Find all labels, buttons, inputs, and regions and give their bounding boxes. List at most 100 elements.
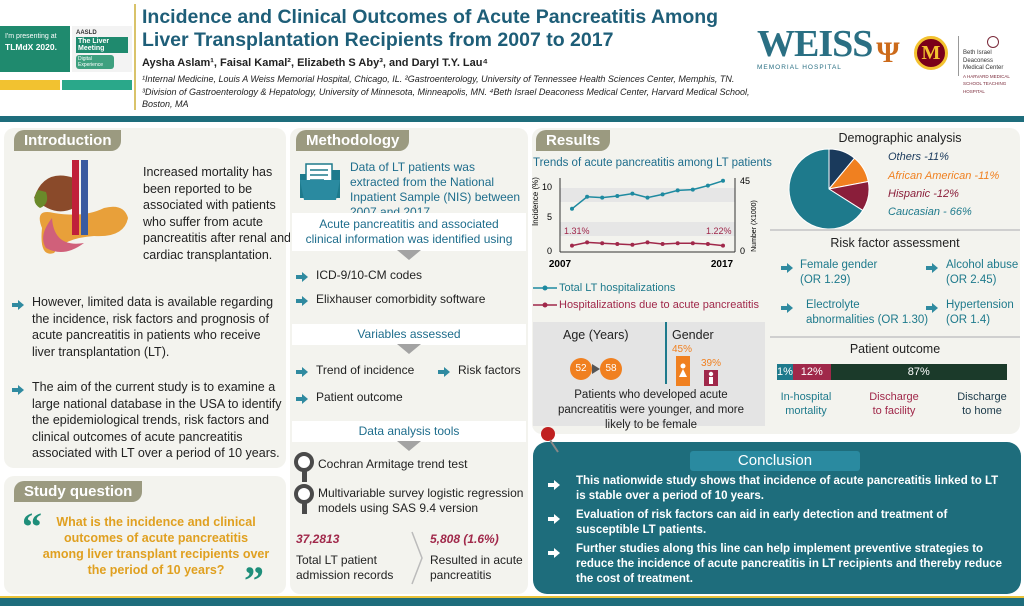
pie-label-caucasian: Caucasian - 66% (888, 206, 972, 218)
aasld-badge: AASLD The Liver Meeting Digital Experien… (72, 26, 132, 72)
conference-badges: I'm presenting at TLMdX 2020. AASLD The … (0, 0, 132, 112)
header-rule (0, 116, 1024, 122)
age-young-circle: 52 (570, 358, 592, 380)
methodology-panel (290, 128, 528, 594)
data-point (615, 242, 620, 246)
pie-slice-caucasian (788, 148, 864, 230)
duodenum-shape (43, 218, 84, 252)
total-records-number: 37,2813 (296, 532, 340, 546)
data-point (630, 242, 635, 247)
data-point (721, 243, 725, 248)
legend-ap-label: Hospitalizations due to acute pancreatit… (559, 299, 759, 311)
arrow-icon (781, 263, 793, 273)
data-point (660, 192, 665, 197)
legend-swatch-total (533, 285, 557, 291)
folder-database-icon (300, 163, 340, 200)
annotation-end: 1.22% (706, 226, 732, 236)
y-tick-right: 0 (740, 246, 745, 256)
data-source-text: Data of LT patients was extracted from t… (350, 160, 521, 219)
age-gender-divider (665, 322, 667, 384)
risk-alcohol: Alcohol abuse (OR 2.45) (946, 259, 1019, 286)
down-triangle-icon (397, 250, 421, 260)
conclusion-point: Further studies along this line can help… (576, 543, 1003, 585)
legend-total-label: Total LT hospitalizations (559, 282, 676, 294)
y-tick: 0 (547, 246, 552, 256)
data-point (645, 240, 650, 245)
legend-swatch-ap (533, 302, 557, 308)
arrow-icon (12, 300, 24, 310)
chevron-right-divider (411, 531, 423, 585)
affiliations: ¹Internal Medicine, Louis A Weiss Memori… (142, 74, 750, 109)
umn-logo: M (914, 36, 948, 70)
section-divider (770, 336, 1020, 338)
arrow-icon (12, 385, 24, 395)
data-point (690, 187, 695, 192)
accent-bar-yellow (0, 80, 60, 90)
close-quote-icon: ” (244, 558, 264, 603)
intro-heading: Introduction (14, 130, 122, 151)
y-tick-right: 45 (740, 176, 750, 186)
outcome-label-mortality: In-hospital mortality (780, 391, 832, 417)
y-axis-right-label: Number (X1000) (751, 200, 758, 252)
data-point (721, 178, 725, 183)
ut-logo: Ψ (876, 36, 900, 69)
tool-item: Cochran Armitage trend test (318, 457, 468, 471)
data-point (675, 241, 680, 246)
intro-bullet: However, limited data is available regar… (32, 295, 274, 359)
variables-box: Variables assessed (292, 324, 526, 345)
arrow-icon (926, 263, 938, 273)
outcome-label-home: Discharge to home (957, 391, 1007, 417)
outcome-seg-facility: 12% (793, 364, 831, 380)
pushpin-icon (541, 427, 559, 453)
method-item: ICD-9/10-CM codes (316, 268, 423, 282)
gender-female-pct: 45% (672, 344, 693, 355)
pie-label-others: Others -11% (888, 151, 949, 163)
down-triangle-icon (397, 441, 421, 451)
data-point (705, 242, 710, 246)
weiss-logo: WEISS MEMORIAL HOSPITAL (757, 23, 873, 71)
pancreas-liver-illustration (34, 160, 128, 254)
female-bar (676, 356, 690, 386)
method-item: Elixhauser comorbidity software (316, 292, 486, 306)
risk-hypertension: Hypertension (OR 1.4) (946, 299, 1014, 326)
data-point (705, 183, 710, 188)
section-divider (770, 229, 1020, 231)
risk-female: Female gender (OR 1.29) (800, 259, 878, 286)
data-point (570, 243, 574, 248)
analysis-tools-box: Data analysis tools (292, 421, 526, 442)
variable-item: Risk factors (458, 363, 521, 377)
arrow-icon (296, 296, 308, 306)
down-triangle-icon (397, 344, 421, 354)
age-gender-note: Patients who developed acute pancreatiti… (557, 389, 745, 431)
data-point (600, 195, 605, 200)
artery-shape (72, 160, 79, 235)
pie-label-aa: African American -11% (888, 170, 1000, 182)
results-heading: Results (536, 130, 611, 151)
variable-item: Trend of incidence (316, 363, 415, 377)
x-tick: 2017 (711, 259, 734, 270)
pancreatitis-count-label: Resulted in acute pancreatitis (430, 553, 523, 582)
pancreatitis-count-number: 5,808 (1.6%) (430, 532, 499, 546)
arrow-icon (926, 303, 938, 313)
vein-shape (81, 160, 88, 235)
footer-accent (0, 596, 1024, 599)
outcome-seg-mortality: 1% (777, 364, 793, 380)
annotation-start: 1.31% (564, 226, 590, 236)
variable-item: Patient outcome (316, 390, 403, 404)
magnifier-icon (294, 484, 316, 514)
bidmc-logo: Beth Israel Deaconess Medical Center A H… (958, 36, 1022, 94)
gallbladder-shape (34, 190, 48, 208)
open-quote-icon: “ (22, 504, 42, 549)
arrow-icon (296, 367, 308, 377)
gender-title: Gender (672, 328, 714, 342)
conclusion-heading: Conclusion (690, 451, 860, 471)
data-point (570, 206, 574, 211)
female-icon (679, 363, 687, 377)
bidmc-seal-icon (986, 36, 999, 48)
data-point (585, 194, 590, 199)
male-icon (708, 371, 714, 384)
gender-male-pct: 39% (701, 358, 722, 369)
outcome-title: Patient outcome (849, 342, 941, 356)
trend-line-chart: Incidence (%) 10 5 0 45 0 Number (X1000)… (531, 176, 758, 270)
arrow-icon (296, 272, 308, 282)
